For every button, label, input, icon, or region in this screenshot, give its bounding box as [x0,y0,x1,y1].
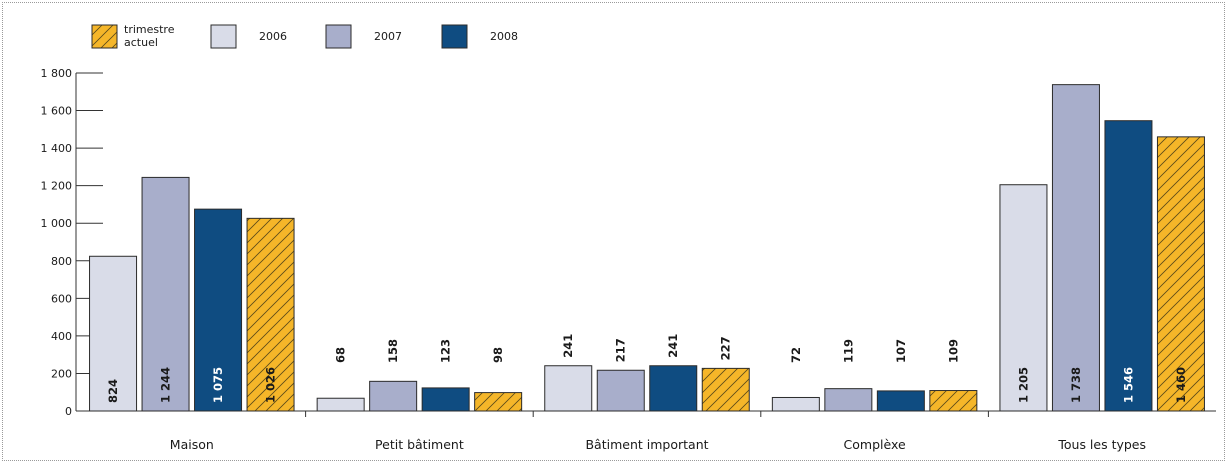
value-labels: 824 68 241 72 1 205 1 244 158 217 119 1 738 1 075 1… [106,334,1188,403]
bar-2008 [649,365,698,412]
legend-label: trimestre [124,23,175,36]
value-label: 1 738 [1069,367,1083,403]
x-category-label: Petit bâtiment [375,437,464,452]
value-label: 98 [491,347,505,363]
y-tick-label: 200 [51,367,72,380]
x-category-label: Bâtiment important [585,437,708,452]
bar-2007 [141,176,190,412]
bar-2006 [316,397,365,412]
bar-2007 [1051,84,1100,412]
bar-2006 [771,396,820,412]
bar-2006 [544,365,593,412]
bar-2008 [876,390,925,412]
bar-current [1156,136,1205,412]
y-tick-label: 400 [51,330,72,343]
bar-current [929,390,978,412]
value-label: 72 [789,347,803,363]
value-label: 123 [439,339,453,363]
value-label: 1 026 [264,367,278,403]
legend-swatch-current [91,24,118,49]
bars [89,84,1205,412]
value-label: 109 [946,339,960,363]
x-category-label: Tous les types [1057,437,1146,452]
bar-current [246,217,295,412]
y-tick-label: 800 [51,255,72,268]
bar-2006 [999,184,1048,412]
bar-2007 [369,380,418,412]
value-label: 119 [841,339,855,363]
y-tick-label: 0 [65,405,72,418]
value-label: 241 [666,334,680,358]
x-category-label: Maison [170,437,214,452]
legend-label: 2006 [259,30,287,43]
bar-2007 [824,388,873,412]
bar-current [474,392,523,412]
value-label: 68 [334,347,348,363]
bar-2007 [596,369,645,412]
value-label: 107 [894,339,908,363]
bar-2008 [1104,120,1153,412]
value-label: 1 460 [1174,367,1188,403]
value-label: 1 546 [1121,367,1135,403]
legend-label: actuel [124,36,158,49]
value-label: 1 244 [159,367,173,403]
value-label: 227 [719,336,733,360]
y-tick-label: 1 000 [41,217,73,230]
value-label: 241 [561,334,575,358]
bar-2008 [194,208,243,412]
bar-2006 [89,255,138,412]
value-label: 158 [386,339,400,363]
value-label: 217 [614,338,628,362]
y-tick-label: 1 200 [41,180,73,193]
legend-swatch-2007 [325,24,352,49]
bar-current [701,367,750,412]
value-label: 1 075 [211,367,225,403]
y-tick-label: 1 400 [41,142,73,155]
value-label: 824 [106,379,120,403]
legend-swatch-2006 [210,24,237,49]
legend-swatch-2008 [441,24,468,49]
legend-label: 2008 [490,30,518,43]
legend-label: 2007 [374,30,402,43]
y-tick-label: 1 600 [41,105,73,118]
x-category-label: Complèxe [844,437,906,452]
bar-2008 [421,387,470,412]
value-label: 1 205 [1016,367,1030,403]
y-tick-label: 600 [51,292,72,305]
y-tick-label: 1 800 [41,67,73,80]
bar-chart: 0 200 400 600 800 1 000 1 200 1 400 1 600 1 800 Ma… [41,23,1216,452]
